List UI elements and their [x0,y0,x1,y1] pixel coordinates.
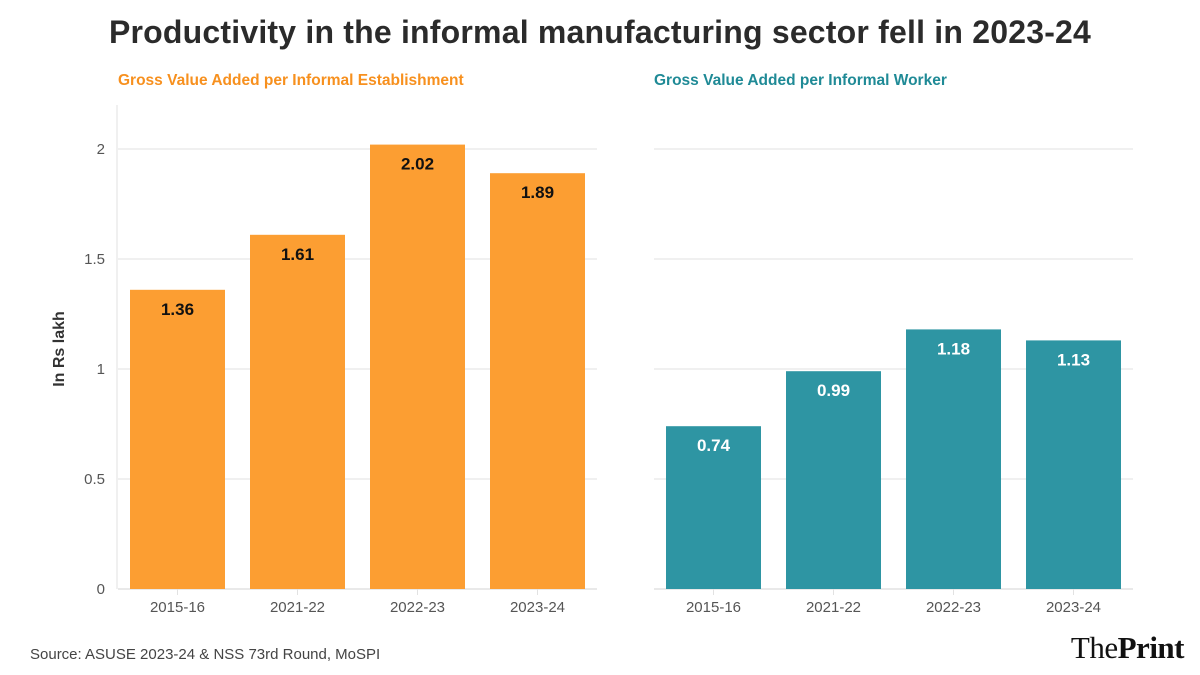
bar-data-label: 2.02 [401,155,434,174]
bar [250,234,345,590]
x-tick-label: 2015-16 [150,599,205,616]
x-tick-label: 2022-23 [390,599,445,616]
bar-data-label: 0.74 [697,436,731,455]
bar [1026,340,1121,589]
y-tick-label: 1 [97,361,105,378]
logo-print: Print [1117,630,1185,665]
bar [666,426,761,589]
bar-data-label: 1.18 [937,339,970,358]
y-tick-label: 0.5 [84,471,105,488]
y-tick-label: 2 [97,141,105,158]
bar-data-label: 1.61 [281,245,314,264]
theprint-logo: ThePrint [1070,630,1185,666]
x-tick-label: 2023-24 [1046,599,1101,616]
bar [490,173,585,589]
bar-data-label: 1.89 [521,183,554,202]
bar [906,329,1001,589]
bar-data-label: 1.13 [1057,350,1090,369]
y-tick-label: 0 [97,581,105,598]
bar [130,289,225,589]
logo-the: The [1070,630,1118,665]
bar [370,144,465,589]
x-tick-label: 2021-22 [806,599,861,616]
x-tick-label: 2015-16 [686,599,741,616]
left-chart-subtitle: Gross Value Added per Informal Establish… [118,72,464,89]
y-tick-label: 1.5 [84,251,105,268]
right-chart-subtitle: Gross Value Added per Informal Worker [654,72,947,89]
bar-data-label: 1.36 [161,300,194,319]
y-axis-label: In Rs lakh [51,311,68,387]
chart-title: Productivity in the informal manufacturi… [108,14,1092,50]
x-tick-label: 2023-24 [510,599,565,616]
source-note: Source: ASUSE 2023-24 & NSS 73rd Round, … [30,646,381,663]
x-tick-label: 2021-22 [270,599,325,616]
x-tick-label: 2022-23 [926,599,981,616]
bar-data-label: 0.99 [817,381,850,400]
bar [786,371,881,589]
